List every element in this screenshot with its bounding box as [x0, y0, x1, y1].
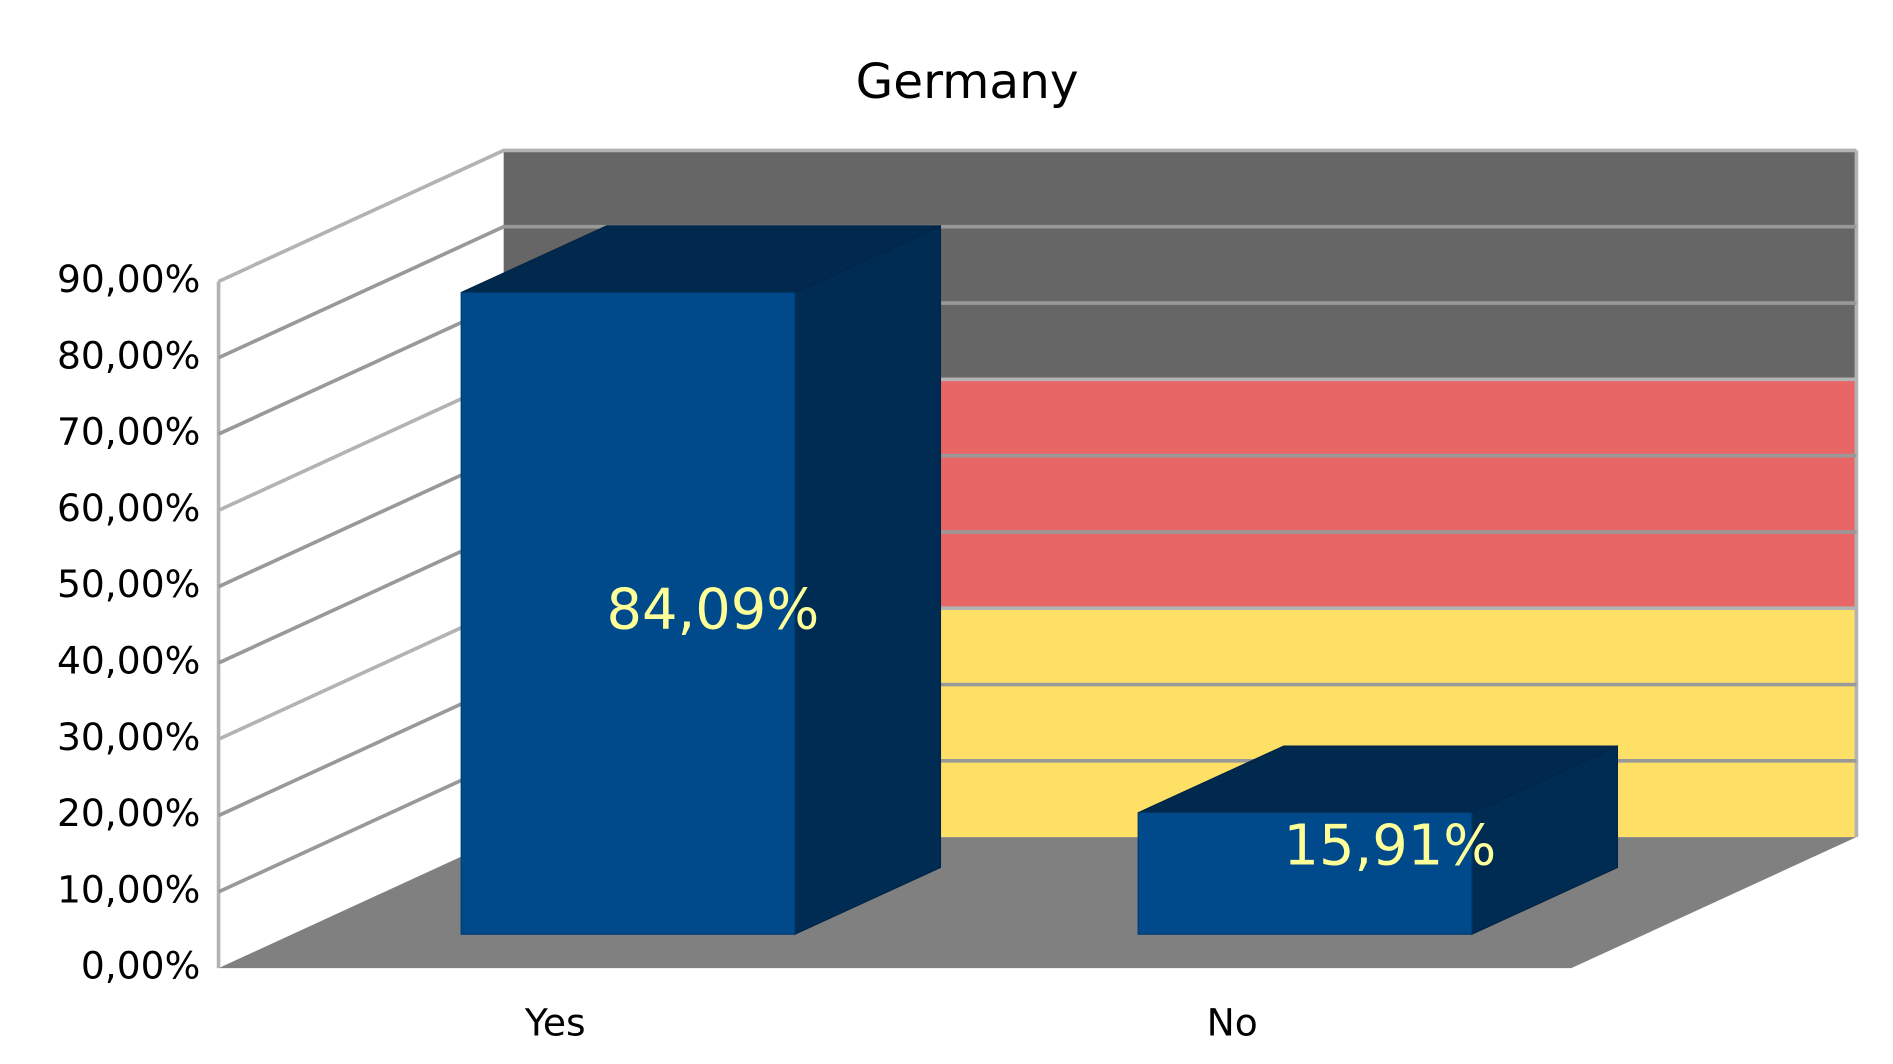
y-tick-label: 90,00%	[57, 257, 200, 301]
bar	[460, 291, 796, 935]
y-tick-label: 40,00%	[57, 638, 200, 682]
y-tick-label: 10,00%	[57, 867, 200, 911]
y-tick-label: 20,00%	[57, 791, 200, 835]
chart-title: Germany	[856, 54, 1079, 110]
x-tick-label: Yes	[524, 1001, 586, 1045]
data-label: 84,09%	[607, 578, 820, 643]
grid-line	[217, 224, 1857, 360]
y-tick-label: 80,00%	[57, 333, 200, 377]
grid-line	[217, 148, 1857, 284]
y-tick-label: 60,00%	[57, 486, 200, 530]
bar	[1137, 812, 1473, 935]
x-tick-label: No	[1207, 1001, 1258, 1045]
y-tick-label: 0,00%	[81, 944, 200, 988]
y-tick-label: 50,00%	[57, 562, 200, 606]
y-tick-label: 30,00%	[57, 715, 200, 759]
data-label: 15,91%	[1284, 813, 1497, 878]
y-tick-label: 70,00%	[57, 410, 200, 454]
